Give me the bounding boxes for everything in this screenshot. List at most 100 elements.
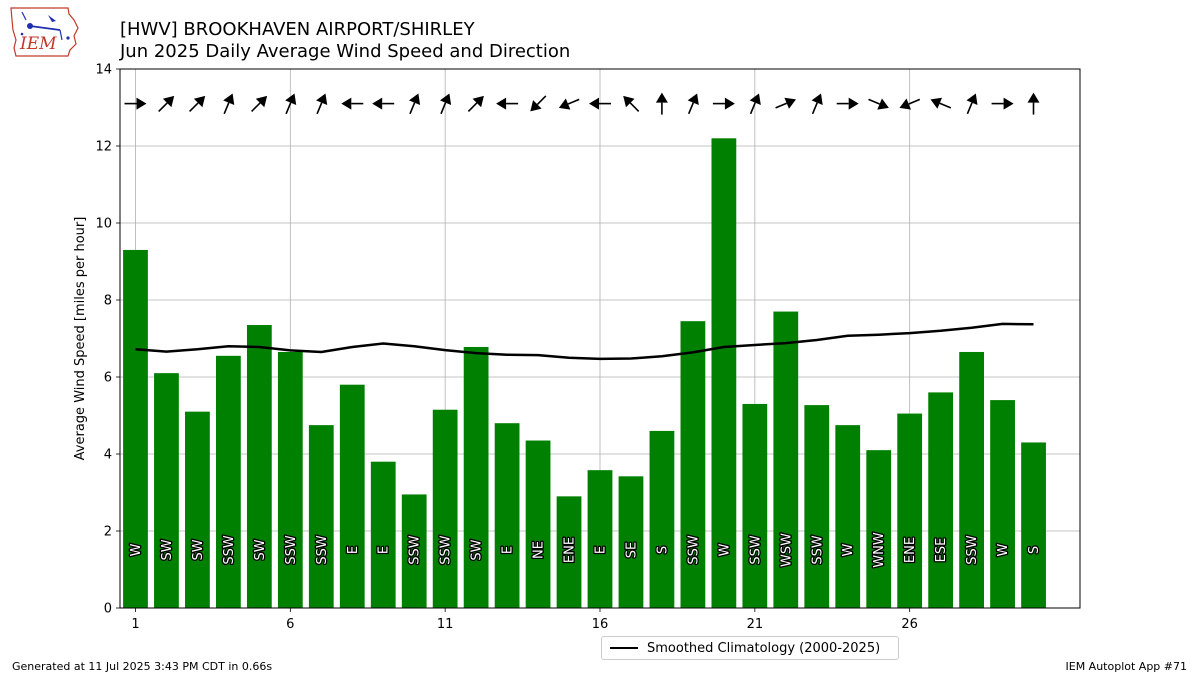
wind-arrow-shaft: [251, 102, 261, 112]
wind-arrow: [930, 97, 952, 109]
bar: [928, 392, 954, 608]
wind-arrow: [966, 93, 978, 115]
bar: [618, 476, 644, 608]
direction-label: ESE: [934, 538, 949, 563]
wind-arrow-shaft: [223, 102, 230, 115]
bar: [959, 351, 984, 608]
iowa-map-icon: [10, 7, 79, 57]
wind-arrow-head: [899, 98, 911, 110]
wind-arrow-head: [966, 93, 978, 105]
wind-arrow-shaft: [811, 102, 818, 115]
climatology-line: [135, 322, 1034, 361]
direction-label: SSW: [408, 535, 423, 565]
y-tick-label: 6: [104, 371, 112, 386]
x-tick-label: 6: [286, 617, 294, 632]
direction-label: E: [594, 546, 609, 554]
wind-arrow: [189, 95, 206, 112]
bar: [866, 450, 892, 608]
wind-arrow-shaft: [440, 102, 447, 115]
direction-label: E: [377, 546, 392, 554]
wind-arrow-head: [341, 97, 352, 110]
y-axis-label: Average Wind Speed [miles per hour]: [73, 217, 88, 461]
bar: [401, 494, 427, 608]
wind-arrow: [496, 97, 519, 110]
wind-arrow: [868, 98, 889, 110]
wind-arrow-head: [1003, 97, 1014, 110]
wind-arrow-shaft: [536, 95, 547, 105]
wind-arrow: [712, 97, 735, 110]
bar: [525, 440, 551, 608]
wind-arrow: [316, 93, 328, 115]
bar: [742, 403, 768, 608]
wind-arrow-shaft: [775, 102, 788, 109]
wind-arrow: [372, 97, 395, 110]
wind-arrow: [558, 98, 580, 110]
direction-label: S: [655, 546, 670, 554]
bar: [556, 496, 582, 608]
wind-arrow-head: [930, 97, 942, 109]
wind-arrow: [467, 95, 484, 112]
chart-subtitle: Jun 2025 Daily Average Wind Speed and Di…: [119, 41, 570, 62]
wind-arrow-shaft: [868, 98, 880, 105]
x-tick-label: 16: [592, 617, 609, 632]
bar: [773, 311, 799, 608]
wind-arrow: [811, 93, 823, 115]
wind-arrow-shaft: [409, 102, 416, 115]
wind-arrow-shaft: [189, 102, 199, 112]
wind-arrow: [285, 93, 297, 115]
direction-label: E: [501, 546, 516, 554]
wind-arrow-head: [136, 97, 147, 110]
wind-arrow-head: [623, 95, 635, 108]
bar: [804, 405, 830, 608]
direction-label: ENE: [563, 537, 578, 563]
bar: [185, 411, 210, 608]
wind-arrow: [1027, 92, 1040, 115]
direction-label: SSW: [222, 535, 237, 565]
wind-arrow-shaft: [749, 102, 756, 115]
bar: [432, 409, 458, 608]
direction-label: SW: [470, 539, 485, 560]
wind-arrow: [687, 93, 699, 115]
wind-arrow-head: [811, 93, 823, 105]
y-tick-label: 2: [104, 525, 112, 540]
wind-arrow-head: [877, 98, 889, 110]
wind-arrows: [124, 92, 1040, 115]
direction-label: SSW: [748, 535, 763, 565]
direction-label: W: [717, 543, 732, 556]
bar: [339, 384, 365, 608]
x-tick-label: 26: [901, 617, 918, 632]
bar: [897, 413, 923, 608]
wind-arrow: [341, 97, 364, 110]
bar: [370, 461, 396, 608]
direction-label: SSW: [284, 535, 299, 565]
bar: [308, 425, 334, 608]
y-tick-label: 4: [104, 448, 112, 463]
legend: Smoothed Climatology (2000-2025): [601, 636, 899, 660]
x-tick-label: 1: [131, 617, 139, 632]
wind-arrow-shaft: [966, 102, 973, 115]
bars: [123, 138, 1046, 609]
wind-arrow: [409, 93, 421, 115]
direction-label: W: [841, 543, 856, 556]
y-tick-label: 0: [104, 602, 112, 617]
wind-arrow-head: [255, 95, 268, 108]
wind-arrow-head: [193, 95, 206, 108]
wind-arrow-shaft: [629, 102, 640, 112]
direction-label: SSW: [965, 535, 980, 565]
wind-arrow: [223, 93, 235, 115]
bar: [123, 249, 148, 608]
bar: [711, 138, 737, 609]
wind-arrow-head: [749, 93, 761, 105]
wind-arrow-head: [687, 93, 699, 105]
wind-arrow-shaft: [939, 102, 952, 109]
direction-label: W: [996, 543, 1011, 556]
bar: [216, 355, 241, 608]
y-tick-label: 12: [95, 140, 112, 155]
climatology-line-group: [135, 322, 1034, 361]
y-tick-label: 14: [95, 63, 112, 78]
direction-label: WNW: [872, 532, 887, 568]
wind-arrow-shaft: [687, 102, 695, 115]
wind-arrow-head: [655, 92, 668, 103]
